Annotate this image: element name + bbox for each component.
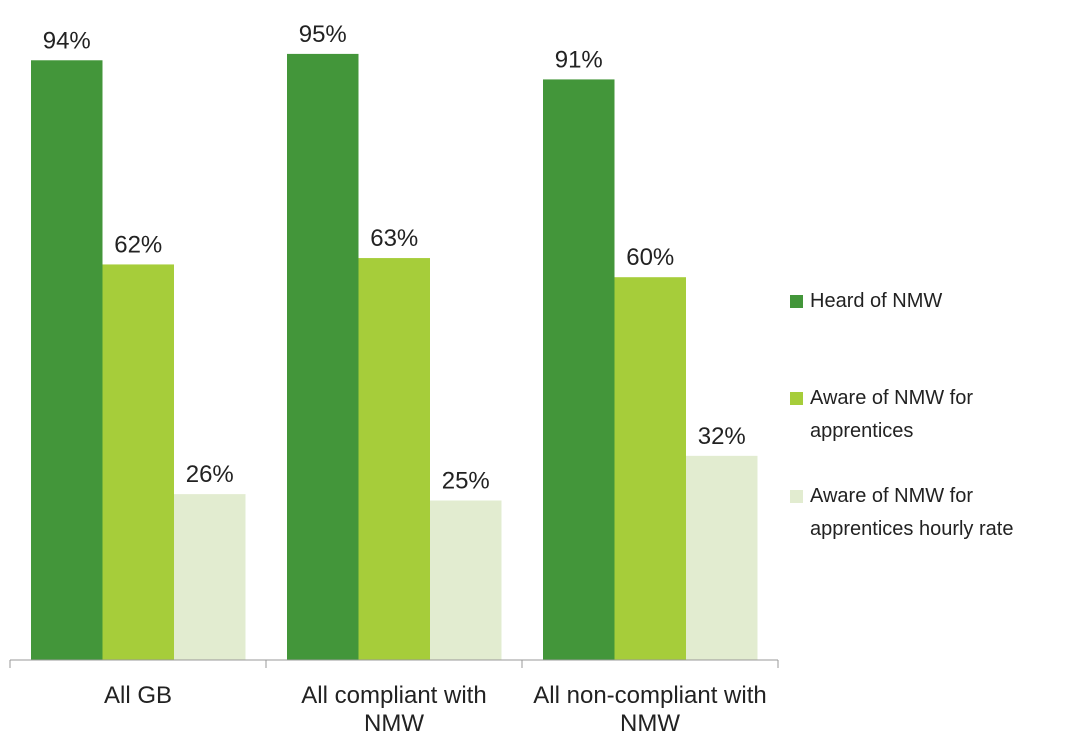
bar	[686, 455, 758, 660]
value-label: 94%	[43, 27, 91, 54]
legend-label: Aware of NMW for apprentices hourly rate	[810, 485, 1014, 540]
value-label: 63%	[370, 225, 418, 252]
x-tick-label: All compliant with NMW	[301, 682, 487, 737]
value-label: 62%	[114, 231, 162, 258]
legend-swatch	[790, 392, 803, 405]
value-label: 91%	[555, 46, 603, 73]
legend-label: Aware of NMW for apprentices	[810, 387, 973, 442]
bar	[287, 53, 359, 660]
bar	[358, 258, 430, 660]
legend-swatch	[790, 490, 803, 503]
value-label: 26%	[186, 461, 234, 488]
bar	[174, 494, 246, 660]
value-label: 60%	[626, 244, 674, 271]
bar	[102, 264, 174, 660]
bar	[543, 79, 615, 661]
value-label: 32%	[698, 423, 746, 450]
bar	[31, 60, 103, 660]
legend-label: Heard of NMW	[810, 290, 943, 312]
value-label: 25%	[442, 468, 490, 495]
x-tick-label: All GB	[103, 682, 172, 709]
legend-swatch	[790, 295, 803, 308]
bar	[614, 277, 686, 660]
value-label: 95%	[299, 21, 347, 48]
x-tick-label: All non-compliant with NMW	[533, 682, 767, 737]
bar	[430, 500, 502, 660]
